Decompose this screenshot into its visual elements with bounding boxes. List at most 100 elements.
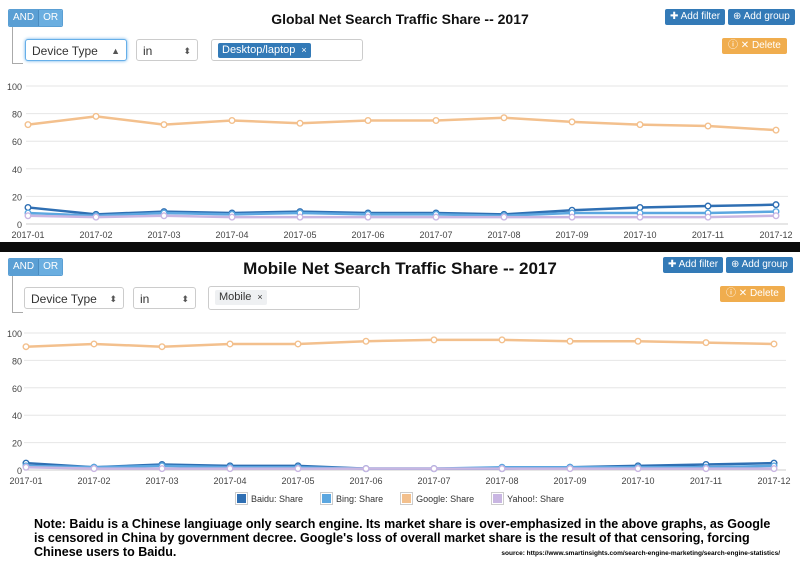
field-select[interactable]: Device Type ⬍	[24, 287, 124, 309]
x-tick-label: 2017-04	[215, 230, 248, 240]
data-point	[430, 336, 438, 344]
delete-button[interactable]: ⓘ ✕ Delete	[720, 286, 785, 302]
add-filter-button[interactable]: ✚ Add filter	[665, 9, 726, 25]
y-tick-label: 100	[7, 329, 22, 339]
desktop-panel: AND OR Global Net Search Traffic Share -…	[0, 0, 800, 242]
group-bracket	[12, 276, 23, 313]
x-tick-label: 2017-11	[690, 476, 722, 486]
and-button[interactable]: AND	[9, 10, 39, 26]
mobile-line-chart: 0 20 40 60 80 100 2017-01 2017-02 2017-03 2017-04…	[7, 329, 791, 486]
mobile-panel: AND OR Mobile Net Search Traffic Share -…	[0, 252, 800, 569]
and-or-toggle[interactable]: AND OR	[8, 9, 64, 27]
data-point	[704, 122, 712, 130]
legend-swatch	[235, 492, 248, 505]
operator-select[interactable]: in ⬍	[136, 39, 198, 61]
field-select[interactable]: Device Type ▲	[25, 39, 127, 61]
x-tick-label: 2017-06	[349, 476, 382, 486]
x-tick-label: 2017-03	[145, 476, 178, 486]
updown-caret-icon: ▲	[111, 46, 120, 56]
value-input[interactable]: Desktop/laptop ×	[211, 39, 363, 61]
data-point	[568, 118, 576, 126]
info-icon: ⓘ	[728, 40, 738, 51]
chart-title: Global Net Search Traffic Share -- 2017	[271, 11, 529, 27]
data-point	[498, 465, 506, 473]
legend-swatch	[400, 492, 414, 505]
chart-legend: Baidu: Share Bing: Share Google: Share Y…	[0, 492, 800, 505]
y-tick-label: 20	[12, 192, 22, 202]
series-line	[27, 214, 777, 219]
info-icon: ⓘ	[726, 288, 736, 299]
plus-circle-icon: ⊕	[733, 11, 742, 22]
x-tick-label: 2017-11	[692, 230, 724, 240]
y-tick-label: 60	[12, 384, 22, 394]
x-tick-label: 2017-02	[77, 476, 110, 486]
x-tick-label: 2017-09	[555, 230, 588, 240]
data-point	[226, 340, 234, 348]
x-tick-label: 2017-02	[79, 230, 112, 240]
add-filter-button[interactable]: ✚ Add filter	[663, 257, 724, 273]
data-point	[226, 465, 234, 473]
data-point	[432, 213, 440, 221]
data-point	[22, 463, 30, 471]
updown-caret-icon: ⬍	[109, 294, 117, 304]
or-button[interactable]: OR	[38, 10, 63, 26]
series-line	[27, 210, 777, 217]
data-point	[704, 213, 712, 221]
add-group-button[interactable]: ⊕ Add group	[728, 9, 795, 25]
legend-item-google[interactable]: Google: Share	[400, 492, 474, 505]
data-point	[498, 336, 506, 344]
series-line	[27, 203, 777, 216]
close-icon: ✕	[738, 288, 748, 299]
y-tick-label: 40	[12, 411, 22, 421]
footnote: Note: Baidu is a Chinese langiuage only …	[34, 517, 771, 559]
data-point	[566, 337, 574, 345]
data-point	[24, 121, 32, 129]
x-tick-label: 2017-10	[623, 230, 656, 240]
x-tick-label: 2017-03	[147, 230, 180, 240]
legend-item-bing[interactable]: Bing: Share	[320, 492, 383, 505]
data-point	[294, 465, 302, 473]
close-icon: ✕	[740, 40, 750, 51]
data-point	[22, 343, 30, 351]
plus-icon: ✚	[668, 259, 677, 270]
x-tick-label: 2017-05	[283, 230, 316, 240]
x-tick-label: 2017-12	[759, 230, 792, 240]
add-group-button[interactable]: ⊕ Add group	[726, 257, 793, 273]
data-point	[636, 203, 644, 211]
value-tag: Mobile ×	[215, 290, 267, 305]
data-point	[500, 114, 508, 122]
data-point	[772, 201, 780, 209]
y-tick-label: 40	[12, 165, 22, 175]
delete-button[interactable]: ⓘ ✕ Delete	[722, 38, 787, 54]
data-point	[160, 121, 168, 129]
legend-item-yahoo[interactable]: Yahoo!: Share	[491, 492, 564, 505]
remove-tag-icon[interactable]: ×	[257, 292, 263, 302]
x-tick-label: 2017-08	[487, 230, 520, 240]
x-tick-label: 2017-12	[757, 476, 790, 486]
legend-item-baidu[interactable]: Baidu: Share	[235, 492, 303, 505]
remove-tag-icon[interactable]: ×	[301, 45, 307, 55]
operator-select[interactable]: in ⬍	[133, 287, 196, 309]
x-tick-label: 2017-01	[9, 476, 42, 486]
data-point	[770, 465, 778, 473]
data-point	[294, 340, 302, 348]
and-or-toggle[interactable]: AND OR	[8, 258, 64, 276]
data-point	[92, 112, 100, 120]
or-button[interactable]: OR	[38, 259, 63, 275]
data-point	[160, 212, 168, 220]
value-input[interactable]: Mobile ×	[208, 286, 360, 310]
data-point	[90, 465, 98, 473]
y-tick-label: 20	[12, 439, 22, 449]
data-point	[702, 339, 710, 347]
data-point	[566, 465, 574, 473]
data-point	[432, 116, 440, 124]
x-tick-label: 2017-04	[213, 476, 246, 486]
y-tick-label: 100	[7, 82, 22, 92]
data-point	[90, 340, 98, 348]
x-tick-label: 2017-10	[621, 476, 654, 486]
and-button[interactable]: AND	[9, 259, 39, 275]
chart-title: Mobile Net Search Traffic Share -- 2017	[243, 259, 557, 278]
data-point	[362, 337, 370, 345]
data-point	[158, 465, 166, 473]
data-point	[702, 465, 710, 473]
